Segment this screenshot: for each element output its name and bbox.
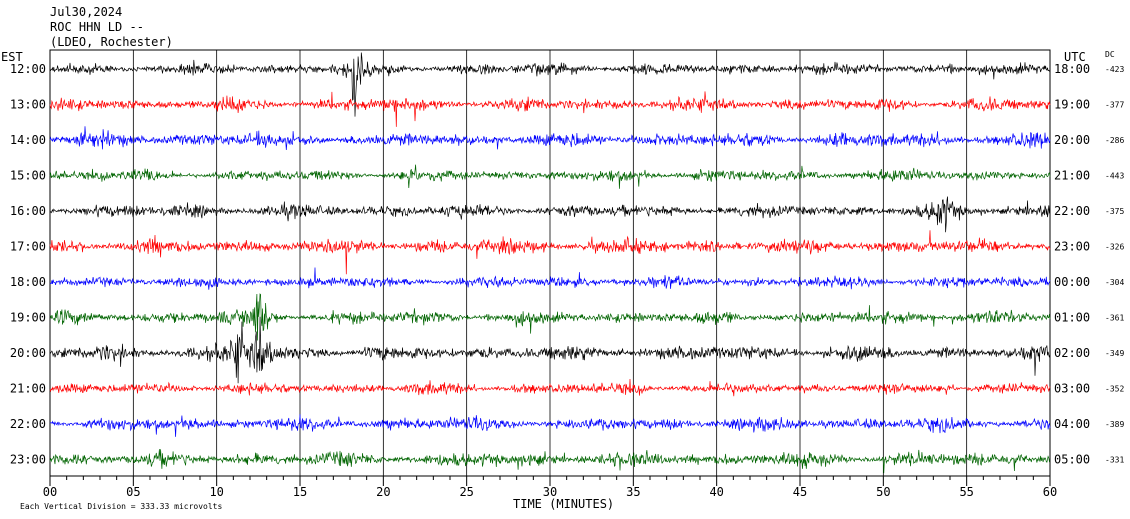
dc-value: -349 <box>1105 349 1124 358</box>
x-tick-label: 60 <box>1043 485 1057 499</box>
est-label: 22:00 <box>10 417 46 431</box>
x-tick-label: 40 <box>709 485 723 499</box>
utc-label: 20:00 <box>1054 133 1090 147</box>
utc-label: 18:00 <box>1054 62 1090 76</box>
utc-label: 02:00 <box>1054 346 1090 360</box>
x-tick-label: 10 <box>209 485 223 499</box>
left-axis-title: EST <box>1 50 23 64</box>
dc-value: -443 <box>1105 172 1124 181</box>
utc-label: 05:00 <box>1054 453 1090 467</box>
header-date: Jul30,2024 <box>50 5 122 19</box>
trace-row-1600 <box>49 196 1051 233</box>
est-label: 23:00 <box>10 453 46 467</box>
x-tick-label: 00 <box>43 485 57 499</box>
est-label: 15:00 <box>10 169 46 183</box>
dc-value: -286 <box>1105 136 1124 145</box>
utc-label: 23:00 <box>1054 240 1090 254</box>
x-tick-label: 55 <box>959 485 973 499</box>
est-label: 13:00 <box>10 98 46 112</box>
trace-layer <box>49 52 1051 474</box>
trace-row-2300 <box>49 449 1051 474</box>
dc-value: -423 <box>1105 65 1124 74</box>
dc-labels: -423 -377 -286 -443 -375 -326 -304 -361 -349 -352… <box>1105 65 1124 465</box>
x-tick-label: 05 <box>126 485 140 499</box>
trace-row-2200 <box>49 414 1051 437</box>
x-tick-label: 20 <box>376 485 390 499</box>
utc-label: 22:00 <box>1054 204 1090 218</box>
utc-label: 03:00 <box>1054 382 1090 396</box>
x-axis-title: TIME (MINUTES) <box>513 497 614 511</box>
footnote: Each Vertical Division = 333.33 microvol… <box>20 502 222 511</box>
dc-value: -361 <box>1105 314 1124 323</box>
x-tick-label: 25 <box>459 485 473 499</box>
dc-title: DC <box>1105 50 1115 59</box>
x-tick-labels: 00 05 10 15 20 25 30 35 40 45 50 55 60 <box>43 485 1057 499</box>
trace-row-1900 <box>49 293 1051 341</box>
utc-label: 21:00 <box>1054 169 1090 183</box>
est-label: 19:00 <box>10 311 46 325</box>
grid-lines <box>49 49 1051 486</box>
trace-row-1500 <box>49 164 1051 189</box>
trace-row-1800 <box>49 267 1051 290</box>
x-tick-label: 30 <box>543 485 557 499</box>
dc-value: -331 <box>1105 456 1124 465</box>
trace-row-1400 <box>49 126 1051 151</box>
trace-row-1300 <box>49 91 1051 127</box>
est-label: 18:00 <box>10 275 46 289</box>
dc-value: -352 <box>1105 385 1124 394</box>
utc-labels: 18:00 19:00 20:00 21:00 22:00 23:00 00:00 01:00… <box>1054 62 1090 467</box>
utc-label: 04:00 <box>1054 417 1090 431</box>
utc-label: 00:00 <box>1054 275 1090 289</box>
est-label: 14:00 <box>10 133 46 147</box>
x-tick-label: 35 <box>626 485 640 499</box>
dc-value: -304 <box>1105 278 1124 287</box>
trace-row-2100 <box>49 378 1051 397</box>
header-station: ROC HHN LD -- <box>50 20 144 34</box>
header-location: (LDEO, Rochester) <box>50 35 173 49</box>
dc-value: -326 <box>1105 243 1124 252</box>
est-label: 16:00 <box>10 204 46 218</box>
trace-row-1200 <box>49 52 1051 117</box>
dc-value: -377 <box>1105 101 1124 110</box>
est-labels: 12:00 13:00 14:00 15:00 16:00 17:00 18:00 19:00… <box>10 62 46 467</box>
x-tick-label: 50 <box>876 485 890 499</box>
dc-value: -389 <box>1105 420 1124 429</box>
trace-row-2000 <box>49 316 1051 384</box>
utc-label: 01:00 <box>1054 311 1090 325</box>
est-label: 21:00 <box>10 382 46 396</box>
right-axis-title: UTC <box>1064 50 1086 64</box>
est-label: 17:00 <box>10 240 46 254</box>
chart-header: Jul30,2024 ROC HHN LD -- (LDEO, Rocheste… <box>50 5 173 49</box>
est-label: 12:00 <box>10 62 46 76</box>
utc-label: 19:00 <box>1054 98 1090 112</box>
x-tick-label: 45 <box>793 485 807 499</box>
est-label: 20:00 <box>10 346 46 360</box>
trace-row-1700 <box>49 230 1051 275</box>
x-tick-label: 15 <box>293 485 307 499</box>
dc-value: -375 <box>1105 207 1124 216</box>
